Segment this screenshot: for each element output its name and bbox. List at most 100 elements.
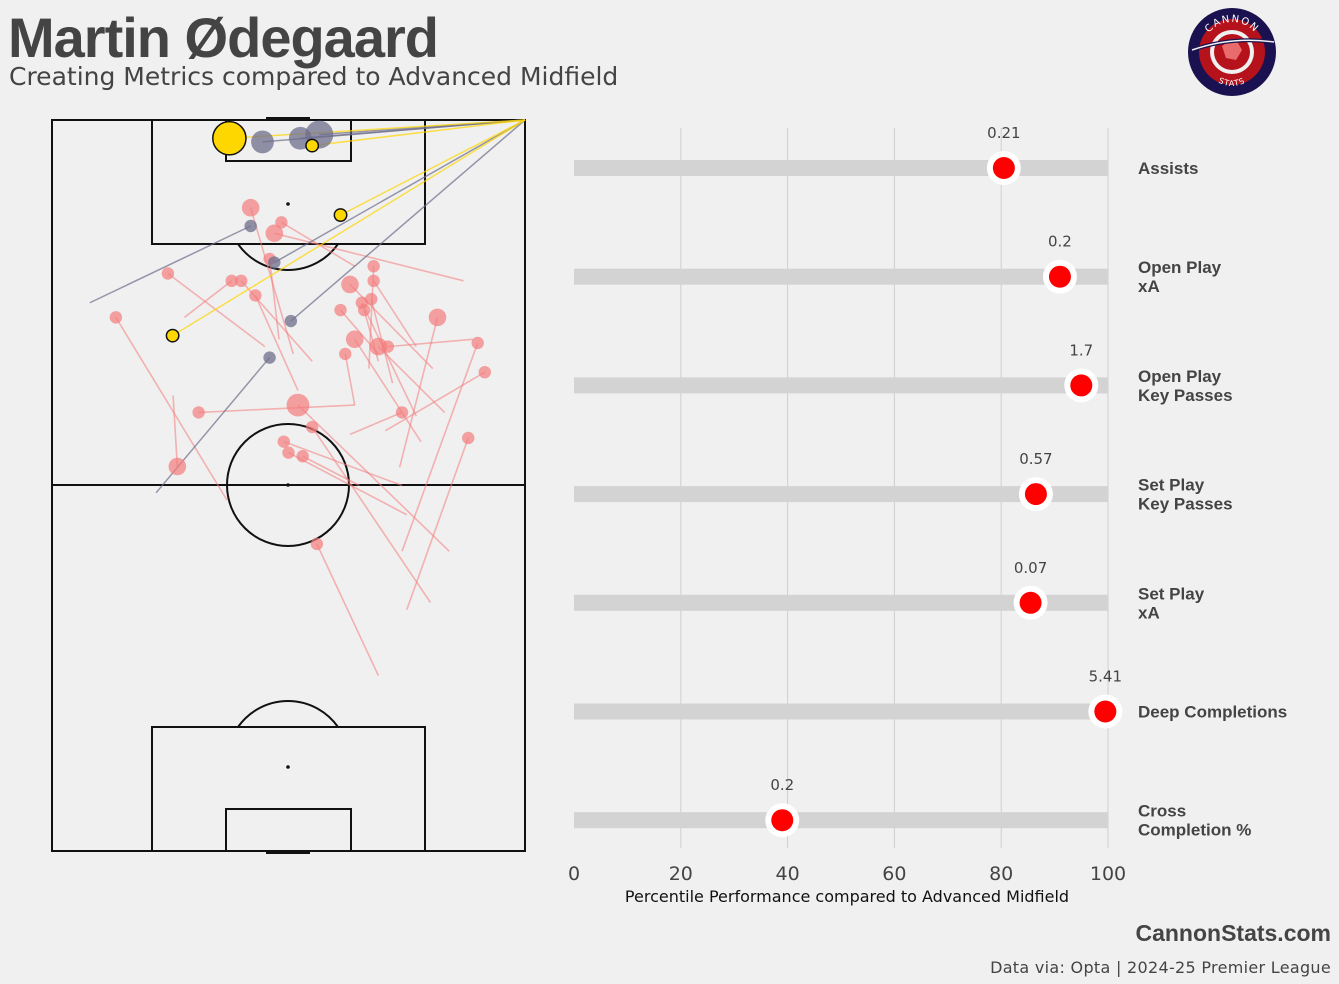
metric-label: Cross Completion %	[1138, 802, 1251, 840]
percentile-marker	[992, 157, 1015, 179]
key-pass-line	[254, 295, 299, 391]
penalty-spot-bottom	[286, 765, 290, 769]
metric-layer: 0.21 Assists 0.2 Open Play xA 1.7 Open Play Key…	[574, 124, 1287, 840]
shot-assist-line	[89, 225, 251, 304]
percentile-track	[574, 812, 1108, 829]
key-pass-marker	[305, 420, 319, 434]
six-yard-box-bottom	[225, 808, 352, 852]
key-pass-line	[297, 404, 450, 552]
shot-assist-marker	[268, 256, 281, 269]
x-tick-label: 100	[1090, 863, 1126, 885]
key-pass-line	[344, 353, 356, 406]
page-title: Martin Ødegaard	[8, 6, 439, 69]
shot-assist-marker	[263, 351, 276, 364]
shot-assist-line	[273, 119, 526, 264]
key-pass-marker	[339, 347, 352, 361]
key-pass-marker	[369, 337, 388, 356]
key-pass-marker	[334, 303, 347, 317]
assist-marker	[333, 208, 348, 222]
key-pass-line	[283, 440, 403, 487]
assist-line	[312, 119, 526, 147]
metric-label: Assists	[1138, 159, 1198, 178]
centre-spot	[286, 483, 290, 487]
metric-label: Open Play xA	[1138, 258, 1222, 296]
percentile-track	[574, 377, 1108, 394]
percentile-marker	[1070, 374, 1093, 397]
key-pass-marker	[367, 274, 380, 288]
key-pass-line	[302, 455, 360, 487]
x-tick-label: 20	[669, 863, 693, 885]
shot-assist-line	[290, 119, 526, 322]
percentile-track	[574, 703, 1108, 720]
key-pass-marker	[395, 406, 409, 419]
key-pass-marker	[168, 457, 187, 476]
key-pass-line	[183, 280, 233, 319]
key-pass-line	[274, 232, 464, 282]
key-pass-marker	[277, 435, 290, 448]
x-tick-label: 80	[989, 863, 1013, 885]
key-pass-marker	[296, 450, 309, 463]
key-pass-marker	[161, 267, 175, 280]
assist-marker	[305, 138, 320, 153]
x-tick-label: 0	[568, 863, 580, 885]
percentile-track	[574, 486, 1108, 503]
percentile-track	[574, 268, 1108, 285]
key-pass-line	[288, 451, 408, 516]
percentile-track	[574, 160, 1108, 176]
assist-marker	[165, 328, 180, 343]
key-pass-marker	[265, 224, 284, 243]
key-pass-line	[385, 371, 486, 432]
key-pass-marker	[345, 330, 364, 349]
key-pass-marker	[471, 336, 484, 350]
key-pass-marker	[341, 275, 359, 294]
assist-line	[229, 119, 526, 140]
metric-label: Open Play Key Passes	[1138, 367, 1233, 405]
key-pass-line	[172, 395, 179, 467]
key-pass-marker	[241, 198, 260, 217]
value-label: 1.7	[1069, 341, 1093, 359]
penalty-arc-top	[237, 243, 339, 271]
shot-assist-marker	[251, 130, 274, 154]
percentile-marker	[1024, 483, 1047, 506]
key-pass-pitch-map	[51, 117, 526, 854]
key-pass-line	[349, 411, 403, 436]
logo-bottom-text: STATS	[1217, 76, 1247, 88]
penalty-box-top	[151, 119, 426, 245]
penalty-arc-bottom	[237, 700, 339, 728]
percentile-marker	[1094, 700, 1117, 723]
percentile-marker	[771, 809, 794, 832]
percentile-track	[574, 594, 1108, 611]
shot-assist-marker	[284, 314, 298, 328]
value-label: 0.2	[1048, 233, 1072, 251]
key-pass-line	[268, 258, 280, 340]
percentile-marker	[1019, 591, 1042, 614]
penalty-spot-top	[286, 202, 290, 206]
metric-label: Deep Completions	[1138, 703, 1287, 722]
key-pass-line	[405, 437, 469, 611]
value-label: 0.2	[770, 776, 794, 794]
percentile-chart: 0.21 Assists 0.2 Open Play xA 1.7 Open Play Key…	[568, 124, 1287, 906]
key-pass-marker	[192, 406, 205, 419]
key-pass-line	[372, 280, 417, 348]
key-pass-marker	[109, 311, 123, 324]
key-pass-line	[115, 316, 228, 501]
value-label: 0.21	[987, 124, 1020, 142]
metric-label: Set Play xA	[1138, 584, 1205, 622]
x-tick-label: 40	[776, 863, 800, 885]
key-pass-line	[387, 338, 474, 348]
key-pass-marker	[478, 365, 491, 379]
key-pass-marker	[310, 537, 324, 551]
metric-label: Set Play Key Passes	[1138, 476, 1233, 514]
value-label: 5.41	[1089, 668, 1122, 686]
data-source: Data via: Opta | 2024-25 Premier League	[990, 958, 1331, 977]
pass-layer	[89, 119, 526, 676]
key-pass-line	[280, 221, 356, 267]
key-pass-marker	[367, 260, 380, 273]
percentile-marker	[1048, 265, 1071, 288]
key-pass-line	[198, 404, 355, 414]
key-pass-line	[311, 426, 432, 603]
brand-footer: CannonStats.com	[1135, 920, 1331, 946]
key-pass-marker	[462, 431, 475, 445]
key-pass-marker	[286, 393, 310, 417]
penalty-box-bottom	[151, 726, 426, 852]
